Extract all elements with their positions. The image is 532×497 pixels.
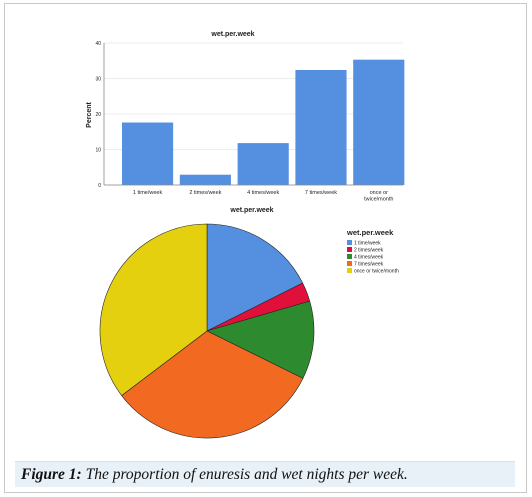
figure-canvas: wet.per.week Percent 0 10 20 30 40 1 time/we… bbox=[86, 31, 405, 439]
figure-frame: wet.per.week Percent 0 10 20 30 40 1 time/we… bbox=[4, 3, 527, 493]
legend-swatch bbox=[347, 240, 352, 245]
figure-caption: Figure 1: The proportion of enuresis and… bbox=[15, 461, 515, 487]
bar-x-tick-label: 2 times/week bbox=[189, 190, 221, 196]
bar-chart-title: wet.per.week bbox=[210, 31, 254, 38]
pie-legend-title: wet.per.week bbox=[346, 228, 394, 237]
bar-x-tick-label: once or twice/month bbox=[364, 190, 393, 203]
pie-slices bbox=[99, 223, 315, 439]
bar-y-tick-label: 40 bbox=[95, 41, 101, 47]
caption-label: Figure 1: bbox=[21, 466, 82, 483]
pie-slice bbox=[99, 223, 208, 396]
pie-slice bbox=[206, 223, 304, 332]
bar-chart-y-ticks: 0 10 20 30 40 bbox=[95, 41, 101, 189]
caption-text: The proportion of enuresis and wet night… bbox=[85, 466, 408, 483]
legend-item-label: 4 times/week bbox=[354, 255, 384, 261]
legend-swatch bbox=[347, 254, 352, 259]
legend-item-label: 2 times/week bbox=[354, 248, 384, 254]
bar-chart: wet.per.week Percent 0 10 20 30 40 1 time/we… bbox=[86, 31, 405, 203]
bar-chart-bars bbox=[122, 59, 405, 186]
bar-y-tick-label: 10 bbox=[95, 148, 101, 154]
bar bbox=[295, 69, 347, 185]
pie-slice bbox=[206, 300, 315, 379]
bar-y-tick-label: 30 bbox=[95, 77, 101, 83]
bar-chart-y-axis-label: Percent bbox=[86, 101, 93, 127]
legend-item-label: 7 times/week bbox=[354, 262, 384, 268]
legend-swatch bbox=[347, 261, 352, 266]
bar-x-tick-label: 1 time/week bbox=[133, 190, 163, 196]
legend-swatch bbox=[347, 247, 352, 252]
bar-y-tick-label: 0 bbox=[98, 183, 101, 189]
bar bbox=[237, 143, 289, 185]
bar bbox=[122, 122, 174, 185]
bar-chart-x-labels: 1 time/week 2 times/week 4 times/week 7 tim… bbox=[133, 190, 394, 203]
legend-item-label: once or twice/month bbox=[354, 269, 399, 275]
bar-x-tick-label: 7 times/week bbox=[305, 190, 337, 196]
legend-swatch bbox=[347, 268, 352, 273]
pie-chart-title: wet.per.week bbox=[229, 207, 273, 214]
legend-item-label: 1 time/week bbox=[354, 241, 381, 247]
pie-slice bbox=[121, 330, 304, 439]
bar-x-tick-label: 4 times/week bbox=[247, 190, 279, 196]
bar bbox=[179, 174, 231, 185]
bar-y-tick-label: 20 bbox=[95, 112, 101, 118]
bar bbox=[353, 59, 405, 186]
